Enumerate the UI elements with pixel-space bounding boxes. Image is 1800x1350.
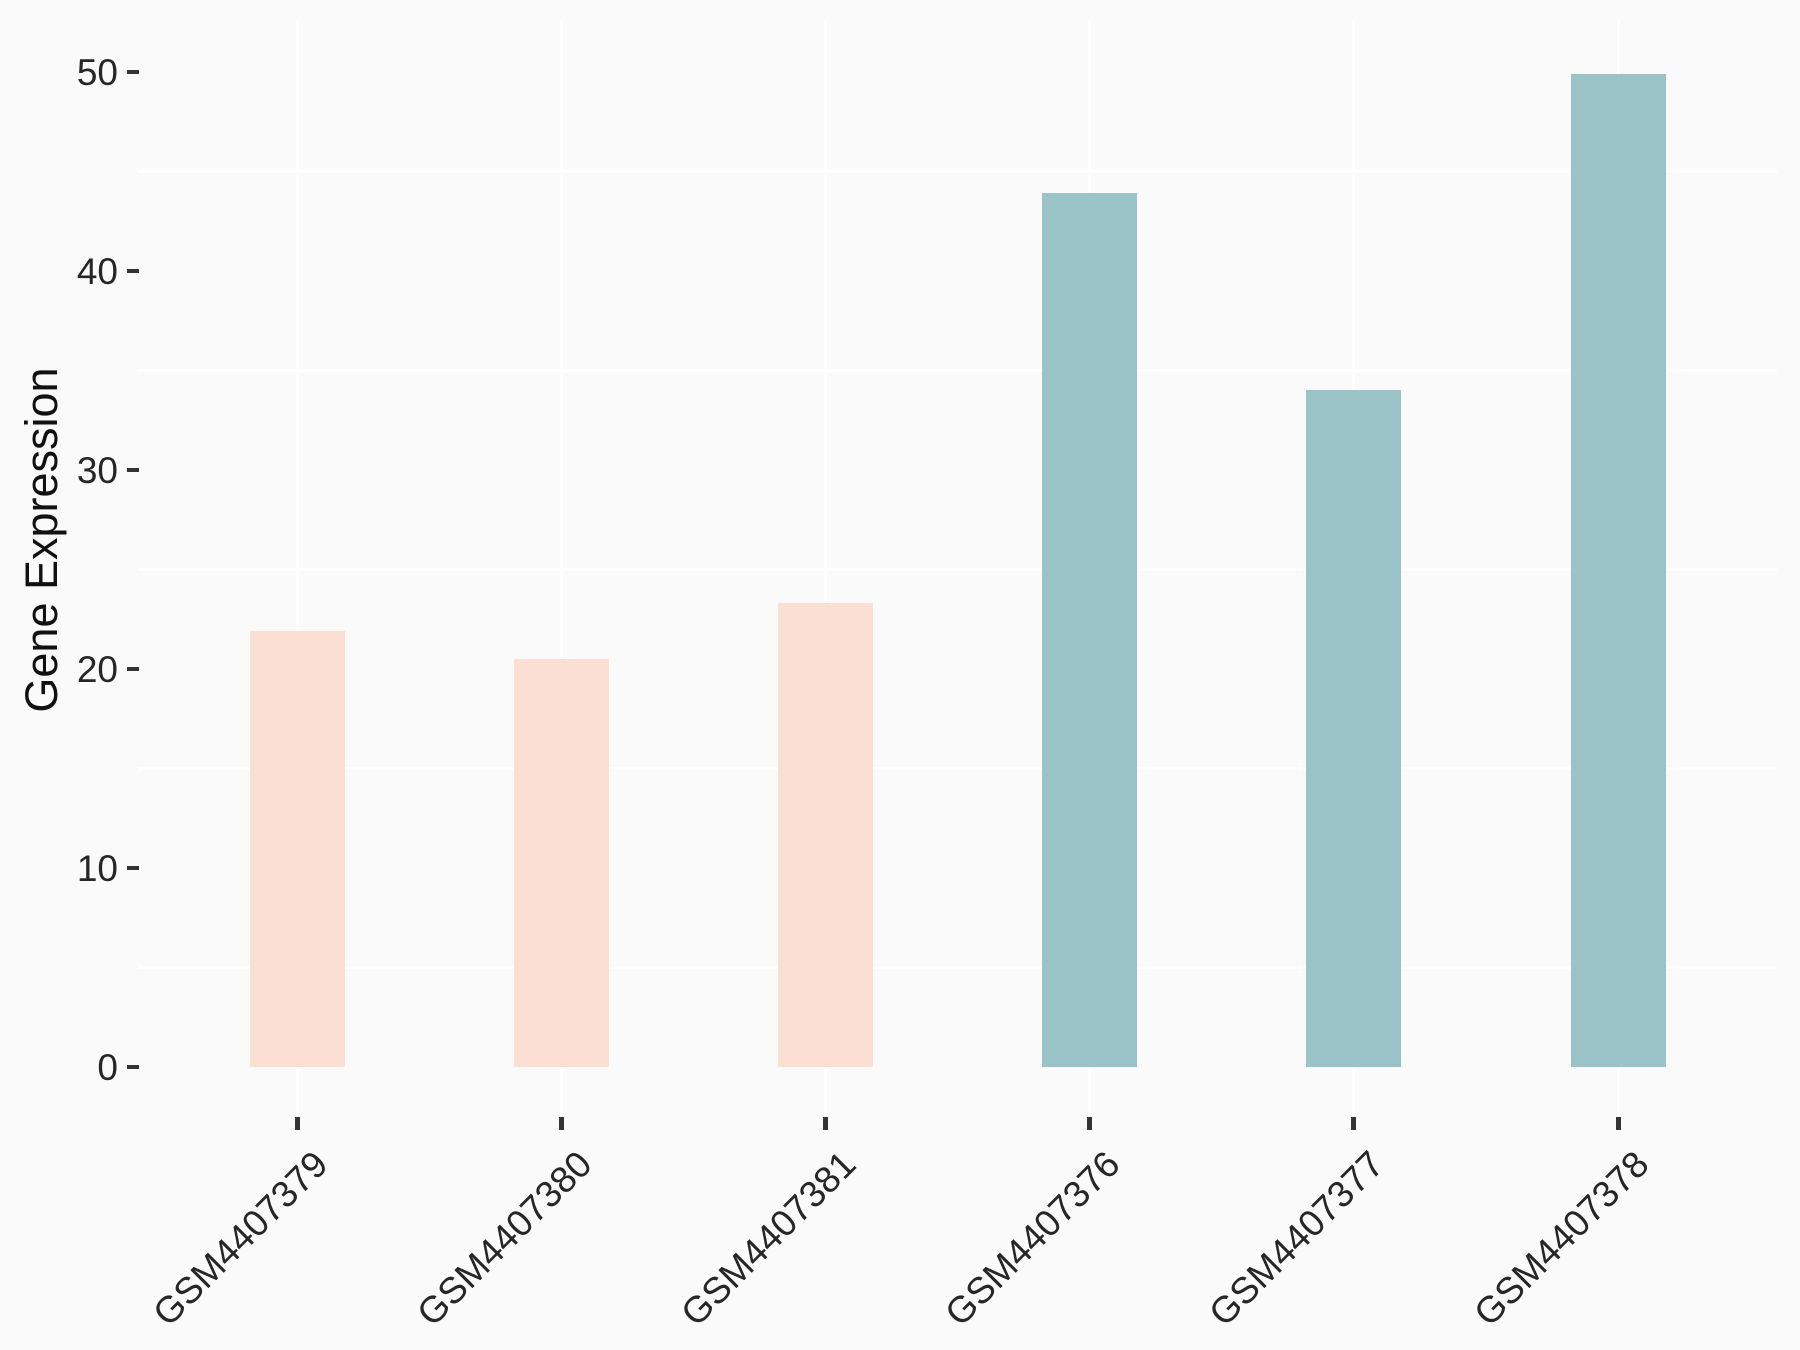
bar-GSM4407377 [1306, 390, 1402, 1067]
y-gridline-minor [138, 966, 1777, 969]
y-axis-tick-label: 30 [76, 450, 118, 491]
y-gridline-minor [138, 170, 1777, 173]
y-axis-tick-label: 20 [76, 649, 118, 690]
y-axis-tick [127, 468, 139, 472]
x-axis-tick-label-GSM4407379: GSM4407379 [144, 1143, 336, 1334]
y-gridline-minor [138, 568, 1777, 571]
bar-GSM4407378 [1570, 73, 1666, 1067]
y-axis-tick-label: 10 [76, 848, 118, 889]
y-gridline-minor [138, 767, 1777, 770]
y-axis-tick-label: 50 [76, 52, 118, 93]
x-axis-tick [558, 1117, 564, 1130]
y-axis-tick [127, 866, 139, 870]
x-axis-tick-label-GSM4407377: GSM4407377 [1201, 1143, 1393, 1334]
bar-GSM4407379 [249, 631, 345, 1067]
bar-GSM4407376 [1042, 193, 1138, 1067]
y-axis-tick-label: 40 [76, 251, 118, 292]
y-axis-tick [127, 70, 139, 74]
y-gridline-minor [138, 369, 1777, 372]
x-axis-tick [822, 1117, 828, 1130]
x-axis-tick-label-GSM4407381: GSM4407381 [673, 1143, 864, 1334]
x-axis-tick-label-GSM4407378: GSM4407378 [1465, 1143, 1657, 1334]
x-axis-tick [1087, 1117, 1093, 1130]
y-axis-tick [127, 667, 139, 671]
bar-GSM4407381 [777, 603, 873, 1067]
y-axis-tick [127, 269, 139, 273]
bar-GSM4407380 [513, 659, 609, 1067]
y-axis-title: Gene Expression [16, 367, 67, 713]
x-axis-tick [294, 1117, 300, 1130]
x-axis-tick-label-GSM4407376: GSM4407376 [937, 1143, 1128, 1334]
x-axis-tick-label-GSM4407380: GSM4407380 [409, 1143, 600, 1334]
x-axis-tick [1351, 1117, 1357, 1130]
x-axis-tick [1615, 1117, 1621, 1130]
y-axis-tick-label: 0 [97, 1047, 118, 1088]
y-axis-tick [127, 1065, 139, 1069]
